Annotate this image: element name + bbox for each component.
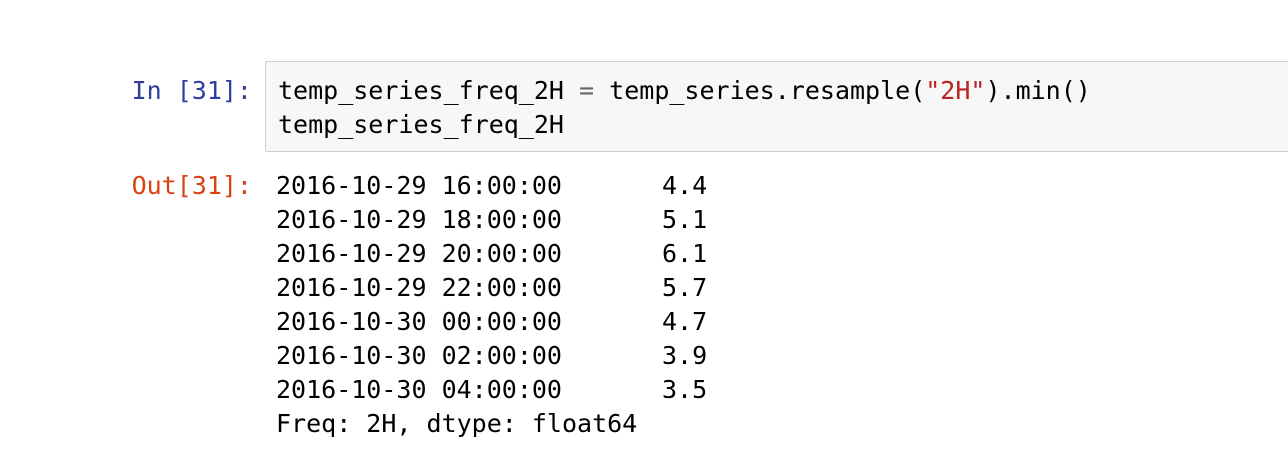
output-value: 4.7 [662,307,708,336]
code-string-arg: "2H" [925,76,986,105]
output-timestamp: 2016-10-30 02:00:00 [276,341,562,370]
output-row: 2016-10-30 00:00:00 4.7 [276,305,1176,339]
output-row: 2016-10-29 22:00:00 5.7 [276,271,1176,305]
output-timestamp: 2016-10-29 20:00:00 [276,239,562,268]
code-line-2: temp_series_freq_2H [278,110,564,139]
output-value: 3.9 [662,341,708,370]
output-row: 2016-10-30 04:00:00 3.5 [276,373,1176,407]
output-value: 6.1 [662,239,708,268]
output-value: 5.7 [662,273,708,302]
output-timestamp: 2016-10-29 16:00:00 [276,171,562,200]
output-row: 2016-10-30 02:00:00 3.9 [276,339,1176,373]
code-operator: = [579,76,595,105]
code-input-area[interactable]: temp_series_freq_2H = temp_series.resamp… [265,61,1288,152]
input-prompt: In [31]: [131,76,252,105]
output-timestamp: 2016-10-30 00:00:00 [276,307,562,336]
output-timestamp: 2016-10-30 04:00:00 [276,375,562,404]
output-footer: Freq: 2H, dtype: float64 [276,409,638,438]
output-timestamp: 2016-10-29 22:00:00 [276,273,562,302]
output-value: 3.5 [662,375,708,404]
code-line-1: temp_series_freq_2H = temp_series.resamp… [278,74,1288,108]
output-row: 2016-10-29 20:00:00 6.1 [276,237,1176,271]
output-area: 2016-10-29 16:00:00 4.4 2016-10-29 18:00:… [276,169,1176,441]
code-call-prefix: temp_series.resample( [609,76,926,105]
output-value: 4.4 [662,171,708,200]
output-row: 2016-10-29 16:00:00 4.4 [276,169,1176,203]
output-prompt: Out[31]: [131,171,252,200]
output-timestamp: 2016-10-29 18:00:00 [276,205,562,234]
code-variable: temp_series_freq_2H [278,76,564,105]
output-value: 5.1 [662,205,708,234]
output-row: 2016-10-29 18:00:00 5.1 [276,203,1176,237]
code-call-suffix: ).min() [985,76,1091,105]
